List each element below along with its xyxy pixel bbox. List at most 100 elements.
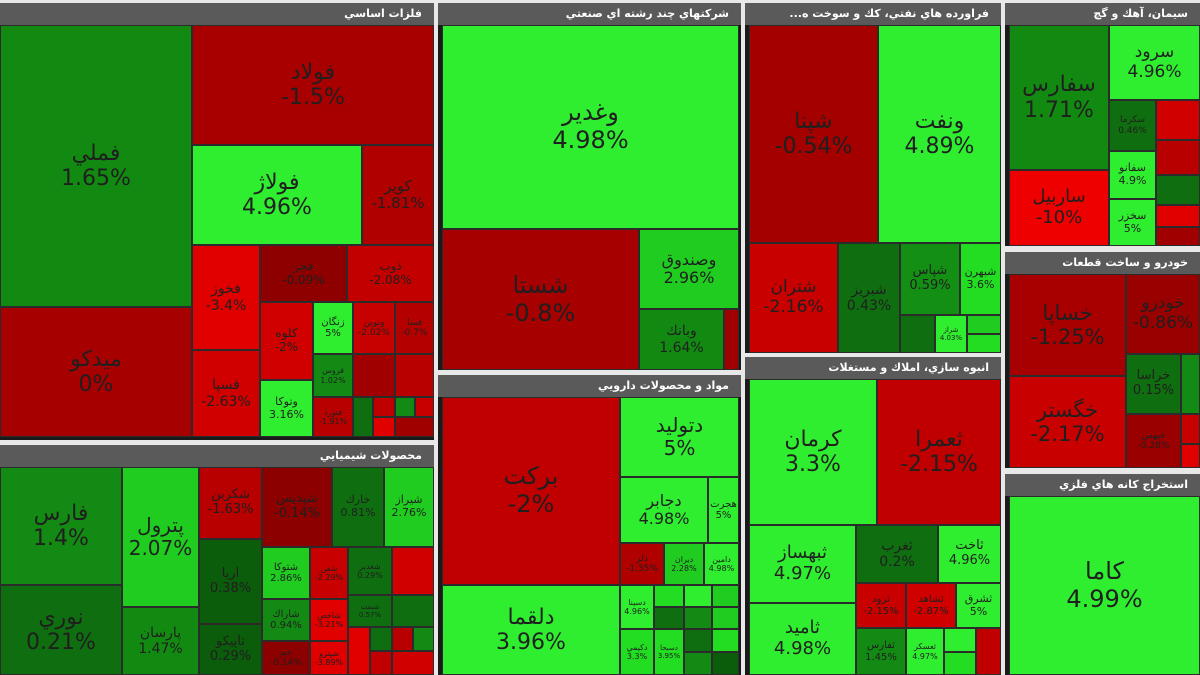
- tile-small[interactable]: [1181, 444, 1200, 468]
- tile-tapiko[interactable]: تاپيكو 0.29%: [199, 624, 262, 675]
- tile-shekarban[interactable]: شكربن -1.63%: [199, 467, 262, 539]
- tile-small[interactable]: [392, 627, 413, 651]
- tile-vaghadir[interactable]: وغدير 4.98%: [442, 25, 739, 229]
- tile-small[interactable]: [395, 397, 415, 417]
- tile-small[interactable]: [712, 652, 739, 675]
- tile-small[interactable]: [373, 417, 395, 437]
- tile-small[interactable]: [684, 585, 712, 607]
- tile-sgharb[interactable]: ثغرب 0.2%: [856, 525, 938, 583]
- tile-small[interactable]: [684, 607, 712, 629]
- tile-sakhzar[interactable]: سخزر 5%: [1109, 199, 1156, 246]
- tile-small[interactable]: [724, 309, 739, 370]
- tile-small[interactable]: [684, 652, 712, 675]
- tile-khegostar[interactable]: خگستر -2.17%: [1009, 376, 1126, 468]
- tile-ssharq[interactable]: ثشرق 5%: [956, 583, 1001, 628]
- tile-small[interactable]: [1156, 175, 1200, 205]
- tile-damin[interactable]: دامين 4.98%: [704, 543, 739, 585]
- tile-small[interactable]: [392, 595, 434, 627]
- tile-shepetro[interactable]: شپترو -3.89%: [310, 641, 348, 675]
- tile-dtolid[interactable]: دتوليد 5%: [620, 397, 739, 477]
- tile-small[interactable]: [976, 628, 1001, 675]
- tile-small[interactable]: [348, 627, 370, 675]
- tile-fars[interactable]: فارس 1.4%: [0, 467, 122, 585]
- tile-khorasa[interactable]: خراسا 0.15%: [1126, 354, 1181, 414]
- tile-small[interactable]: [395, 354, 434, 397]
- tile-shetooka[interactable]: شتوكا 2.86%: [262, 547, 310, 599]
- tile-shebriz[interactable]: شبريز 0.43%: [838, 243, 900, 353]
- tile-sekarma[interactable]: سكرما 0.46%: [1109, 100, 1156, 151]
- tile-small[interactable]: [712, 629, 739, 652]
- tile-parsan[interactable]: پارسان 1.47%: [122, 607, 199, 675]
- tile-small[interactable]: [712, 607, 739, 629]
- tile-dsina[interactable]: دسينا 4.96%: [620, 585, 654, 629]
- tile-shetran[interactable]: شتران -2.16%: [749, 243, 838, 353]
- tile-foolazh[interactable]: فولاژ 4.96%: [192, 145, 362, 245]
- tile-small[interactable]: [967, 315, 1001, 334]
- tile-sarbil[interactable]: ساربيل -10%: [1009, 170, 1109, 246]
- tile-small[interactable]: [392, 547, 434, 595]
- tile-vasandogh[interactable]: وصندوق 2.96%: [639, 229, 739, 309]
- tile-fenord[interactable]: فنورد -1.91%: [313, 397, 353, 437]
- tile-shepdis[interactable]: شپديس -0.14%: [262, 467, 332, 547]
- tile-hejrat[interactable]: هجرت 5%: [708, 477, 739, 543]
- tile-srood[interactable]: ثرود -2.15%: [856, 583, 906, 628]
- tile-noori[interactable]: نوري 0.21%: [0, 585, 122, 675]
- tile-shghadir[interactable]: شغدير 0.29%: [348, 547, 392, 595]
- tile-small[interactable]: [1156, 100, 1200, 140]
- tile-small[interactable]: [1156, 227, 1200, 246]
- tile-sbahsaz[interactable]: ثبهساز 4.97%: [749, 525, 856, 603]
- tile-dkimi[interactable]: دكيمي 3.3%: [620, 629, 654, 675]
- tile-shebahran[interactable]: شبهرن 3.6%: [960, 243, 1001, 315]
- tile-small[interactable]: [1156, 205, 1200, 227]
- tile-kama[interactable]: كاما 4.99%: [1009, 496, 1200, 675]
- tile-petrol[interactable]: پترول 2.07%: [122, 467, 199, 607]
- tile-diran[interactable]: ديران 2.28%: [664, 543, 704, 585]
- tile-small[interactable]: [1181, 354, 1200, 414]
- tile-dalr[interactable]: دلر -1.35%: [620, 543, 664, 585]
- tile-small[interactable]: [373, 397, 395, 417]
- tile-sefars[interactable]: سفارس 1.71%: [1009, 25, 1109, 170]
- tile-samid[interactable]: ثامید 4.98%: [749, 603, 856, 675]
- tile-midko[interactable]: ميدكو 0%: [0, 307, 192, 437]
- tile-zangan[interactable]: زنگان 5%: [313, 302, 353, 354]
- tile-small[interactable]: [944, 628, 976, 652]
- tile-arya[interactable]: اريا 0.38%: [199, 539, 262, 624]
- tile-small[interactable]: [654, 585, 684, 607]
- tile-small[interactable]: [370, 627, 392, 651]
- tile-kerman[interactable]: كرمان 3.3%: [749, 379, 877, 525]
- tile-fajr[interactable]: فجر -0.09%: [260, 245, 347, 302]
- tile-saamra[interactable]: ثعمرا -2.15%: [877, 379, 1001, 525]
- tile-small[interactable]: [353, 354, 395, 397]
- tile-small[interactable]: [395, 417, 434, 437]
- tile-sharak[interactable]: شاراك 0.94%: [262, 599, 310, 641]
- tile-sefano[interactable]: سفانو 4.9%: [1109, 151, 1156, 199]
- tile-small[interactable]: [967, 334, 1001, 353]
- tile-kaloo[interactable]: كلوه -2%: [260, 302, 313, 380]
- tile-dsobha[interactable]: دسبحا 3.95%: [654, 629, 684, 675]
- tile-khodro[interactable]: خودرو -0.86%: [1126, 274, 1200, 354]
- tile-foolad[interactable]: فولاد -1.5%: [192, 25, 434, 145]
- tile-small[interactable]: [654, 607, 684, 629]
- tile-sakht[interactable]: ثاخت 4.96%: [938, 525, 1001, 583]
- tile-vanovin[interactable]: ونوين -2.02%: [353, 302, 395, 354]
- tile-small[interactable]: [1181, 414, 1200, 444]
- tile-fameli[interactable]: فملي 1.65%: [0, 25, 192, 307]
- tile-small[interactable]: [413, 627, 434, 651]
- tile-small[interactable]: [944, 652, 976, 675]
- tile-fasa[interactable]: فسا -0.7%: [395, 302, 434, 354]
- tile-khasapa[interactable]: خساپا -1.25%: [1009, 274, 1126, 376]
- tile-fros[interactable]: فروس 1.02%: [313, 354, 353, 397]
- tile-small[interactable]: [684, 629, 712, 652]
- tile-shasta[interactable]: شستا -0.8%: [442, 229, 639, 370]
- tile-vatooka[interactable]: وتوكا 3.16%: [260, 380, 313, 437]
- tile-shepna[interactable]: شپنا -0.54%: [749, 25, 878, 243]
- tile-vabank[interactable]: وبانك 1.64%: [639, 309, 724, 370]
- tile-shefan[interactable]: شفن -2.29%: [310, 547, 348, 599]
- tile-shepas[interactable]: شپاس 0.59%: [900, 243, 960, 315]
- tile-sheraz[interactable]: شراز 4.03%: [935, 315, 967, 353]
- tile-shenaft[interactable]: شنفت 0.57%: [348, 595, 392, 627]
- tile-dalqama[interactable]: دلقما 3.96%: [442, 585, 620, 675]
- tile-small[interactable]: [900, 315, 935, 353]
- tile-small[interactable]: [370, 651, 392, 675]
- tile-djaber[interactable]: دجابر 4.98%: [620, 477, 708, 543]
